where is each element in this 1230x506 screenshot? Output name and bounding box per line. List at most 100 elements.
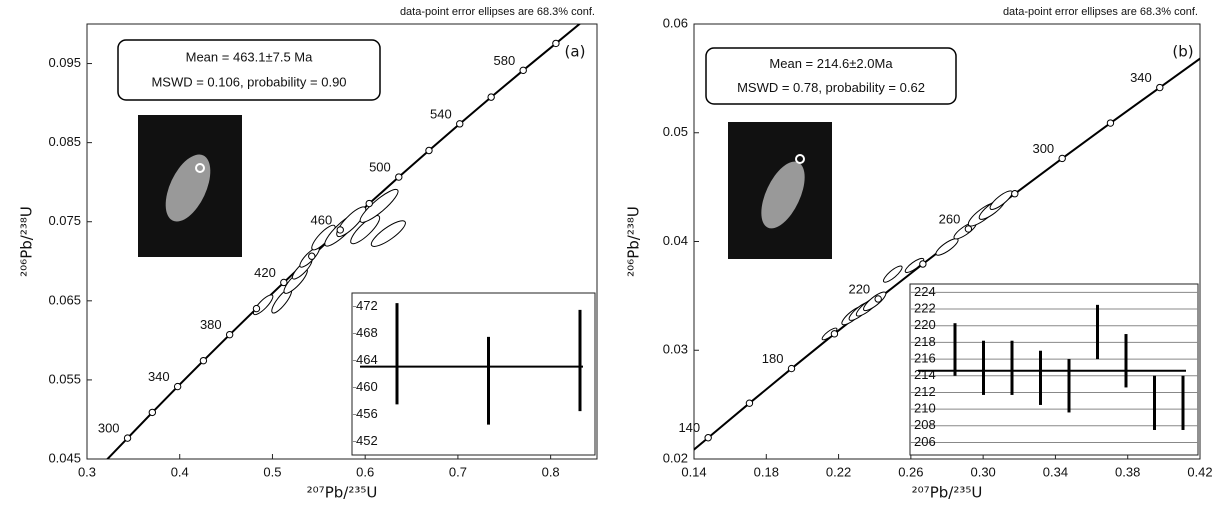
inset-tick-label: 460 xyxy=(356,379,378,394)
y-tick-label: 0.03 xyxy=(663,342,688,357)
age-marker xyxy=(487,93,495,101)
age-label: 300 xyxy=(98,421,120,436)
inset-frame xyxy=(909,283,1199,456)
age-marker xyxy=(745,399,754,407)
age-label: 260 xyxy=(939,211,961,226)
inset-tick-label: 216 xyxy=(914,351,936,366)
x-tick-label: 0.30 xyxy=(970,464,995,479)
x-tick-label: 0.3 xyxy=(78,464,96,479)
panel-label: (b) xyxy=(1172,43,1193,61)
age-label: 220 xyxy=(848,281,870,296)
inset-tick-label: 206 xyxy=(914,434,936,449)
age-marker xyxy=(173,382,182,391)
age-marker xyxy=(148,408,157,417)
inset-tick-label: 452 xyxy=(356,433,378,448)
age-marker xyxy=(1156,83,1164,92)
x-tick-label: 0.34 xyxy=(1043,464,1068,479)
age-marker xyxy=(395,173,403,181)
error-ellipse xyxy=(252,294,274,316)
x-tick-label: 0.38 xyxy=(1115,464,1140,479)
y-tick-label: 0.04 xyxy=(663,233,688,248)
mswd-text: MSWD = 0.78, probability = 0.62 xyxy=(737,80,925,95)
x-tick-label: 0.18 xyxy=(754,464,779,479)
inset-tick-label: 468 xyxy=(356,325,378,340)
age-marker xyxy=(919,260,927,268)
age-marker xyxy=(225,330,234,339)
inset-tick-label: 464 xyxy=(356,352,378,367)
age-marker xyxy=(787,364,796,373)
panel-label: (a) xyxy=(565,43,586,61)
y-tick-label: 0.085 xyxy=(48,134,81,149)
age-marker xyxy=(199,356,208,365)
y-tick-label: 0.095 xyxy=(48,55,81,70)
age-marker xyxy=(1106,119,1115,127)
y-tick-label: 0.02 xyxy=(663,450,688,465)
age-marker xyxy=(704,434,712,442)
x-axis-label: ²⁰⁷Pb/²³⁵U xyxy=(912,484,983,502)
mswd-text: MSWD = 0.106, probability = 0.90 xyxy=(151,75,346,90)
x-tick-label: 0.42 xyxy=(1187,464,1212,479)
age-marker xyxy=(336,226,344,234)
age-label: 340 xyxy=(1130,70,1152,85)
zircon-image-b xyxy=(728,122,832,259)
error-ellipse xyxy=(359,188,399,223)
inset-tick-label: 222 xyxy=(914,300,936,315)
age-marker xyxy=(308,252,316,260)
note: data-point error ellipses are 68.3% conf… xyxy=(1003,6,1198,18)
y-tick-label: 0.065 xyxy=(48,292,81,307)
concordia-extension xyxy=(555,24,582,45)
error-ellipse xyxy=(904,257,925,273)
age-marker xyxy=(252,304,261,313)
age-marker xyxy=(365,199,373,208)
age-marker xyxy=(456,120,464,128)
y-axis-label: ²⁰⁶Pb/²³⁸U xyxy=(18,206,36,277)
age-label: 140 xyxy=(678,420,700,435)
age-marker xyxy=(874,295,882,303)
age-marker xyxy=(830,330,839,338)
error-ellipse xyxy=(935,238,959,256)
inset-tick-label: 220 xyxy=(914,317,936,332)
error-ellipse xyxy=(370,220,406,247)
mean-text: Mean = 463.1±7.5 Ma xyxy=(186,49,314,64)
error-ellipse xyxy=(882,265,903,283)
age-label: 540 xyxy=(430,106,452,121)
y-tick-label: 0.05 xyxy=(663,124,688,139)
y-tick-label: 0.055 xyxy=(48,371,81,386)
x-tick-label: 0.7 xyxy=(449,464,467,479)
age-marker xyxy=(1058,154,1066,163)
age-marker xyxy=(1011,190,1019,198)
mean-text: Mean = 214.6±2.0Ma xyxy=(769,56,893,71)
age-label: 380 xyxy=(200,317,222,332)
inset-tick-label: 214 xyxy=(914,367,936,382)
mean-box xyxy=(705,47,957,105)
age-label: 580 xyxy=(493,53,515,68)
age-marker xyxy=(519,66,527,75)
age-label: 300 xyxy=(1032,141,1054,156)
concordia-extension xyxy=(1159,57,1200,89)
y-tick-label: 0.045 xyxy=(48,450,81,465)
x-tick-label: 0.8 xyxy=(542,464,560,479)
age-marker xyxy=(552,39,560,48)
age-marker xyxy=(964,225,973,233)
age-marker xyxy=(280,278,288,287)
inset-tick-label: 224 xyxy=(914,284,936,299)
inset-tick-label: 472 xyxy=(356,298,378,313)
inset-frame xyxy=(351,292,596,456)
x-tick-label: 0.4 xyxy=(171,464,189,479)
x-axis-label: ²⁰⁷Pb/²³⁵U xyxy=(307,484,378,502)
concordia-extension xyxy=(694,436,709,451)
plot-frame xyxy=(86,23,598,460)
inset-tick-label: 212 xyxy=(914,384,936,399)
error-ellipse xyxy=(989,190,1013,210)
x-tick-label: 0.26 xyxy=(898,464,923,479)
concordia-extension xyxy=(106,437,129,459)
age-label: 180 xyxy=(762,351,784,366)
inset-tick-label: 218 xyxy=(914,334,936,349)
x-tick-label: 0.14 xyxy=(681,464,706,479)
age-label: 460 xyxy=(311,212,333,227)
error-ellipse xyxy=(350,215,381,245)
age-label: 420 xyxy=(254,265,276,280)
note: data-point error ellipses are 68.3% conf… xyxy=(400,6,595,18)
y-tick-label: 0.075 xyxy=(48,213,81,228)
